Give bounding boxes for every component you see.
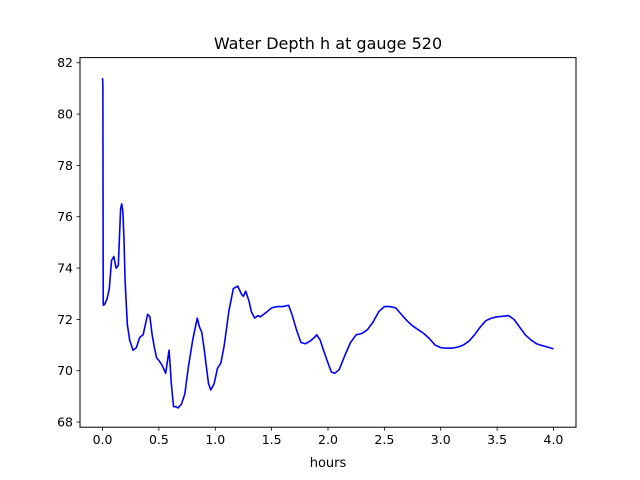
series-line-water-depth: [101, 78, 554, 409]
y-tick-label: 80: [57, 107, 73, 122]
x-tick-label: 0.5: [149, 432, 169, 447]
chart-title: Water Depth h at gauge 520: [214, 34, 442, 53]
x-tick-label: 2.5: [374, 432, 394, 447]
x-axis: 0.0 0.5 1.0 1.5 2.0 2.5 3.0 3.5 4.0: [93, 427, 564, 447]
y-tick-label: 76: [57, 209, 73, 224]
y-tick-label: 70: [57, 363, 73, 378]
x-tick-label: 2.0: [318, 432, 338, 447]
y-tick-label: 68: [57, 415, 73, 430]
x-tick-label: 1.5: [262, 432, 282, 447]
plot-frame: [79, 57, 577, 428]
y-tick-label: 74: [57, 261, 73, 276]
x-tick-label: 0.0: [93, 432, 113, 447]
x-tick-label: 3.0: [431, 432, 451, 447]
plot-area: [79, 57, 577, 428]
y-tick-label: 78: [57, 158, 73, 173]
y-axis: 68 70 72 74 76 78 80 82: [57, 55, 80, 430]
x-tick-label: 3.5: [487, 432, 507, 447]
x-tick-label: 4.0: [544, 432, 564, 447]
y-tick-label: 72: [57, 312, 73, 327]
x-axis-label: hours: [310, 456, 347, 471]
y-tick-label: 82: [57, 55, 73, 70]
x-tick-label: 1.0: [205, 432, 225, 447]
